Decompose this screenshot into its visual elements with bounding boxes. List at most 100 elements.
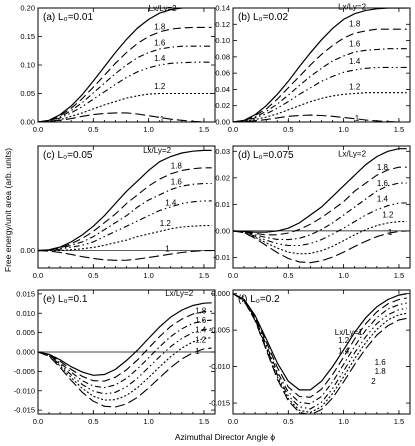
curve-label: 1.4 (195, 326, 207, 335)
y-tick-label: 0.06 (215, 69, 230, 78)
series-line (38, 45, 212, 122)
x-tick-label: 0.5 (88, 271, 98, 280)
y-tick-label: 0.05 (20, 89, 35, 98)
curve-label: Lx/Ly=1 (335, 328, 363, 337)
curve-label: 1.6 (375, 358, 387, 367)
x-tick-label: 0.5 (283, 271, 293, 280)
chart-panel-0: 0.0 0.5 1.0 1.5 0.00 0.05 0.10 0.15 0.20 (a) L₀=0… (20, 4, 216, 134)
series-line (233, 28, 407, 122)
y-tick-label: 0.02 (215, 101, 230, 110)
series-line (233, 148, 407, 233)
curve-label: 1 (388, 228, 393, 237)
panel-label: (c) L₀=0.05 (43, 150, 93, 161)
x-tick-label: 1.0 (338, 417, 348, 426)
series-line (38, 61, 212, 122)
series-line (233, 48, 407, 122)
curve-label: 1.8 (375, 367, 387, 376)
series-line (233, 166, 407, 236)
curve-label: 1.2 (154, 82, 166, 91)
curve-label: 2 (371, 377, 376, 386)
curve-label: 1.4 (349, 57, 361, 66)
plot-frame (232, 289, 411, 415)
curve-label: 1.6 (171, 177, 183, 186)
x-tick-label: 0.0 (228, 271, 238, 280)
series-line (38, 250, 212, 261)
x-tick-label: 0.0 (33, 271, 43, 280)
y-tick-label: 0.08 (215, 52, 230, 61)
x-tick-label: 1.5 (394, 417, 404, 426)
panels-group: 0.0 0.5 1.0 1.5 0.00 0.05 0.10 0.15 0.20 (a) L₀=0… (14, 3, 411, 426)
curve-label: 1.4 (377, 195, 389, 204)
y-tick-label: 0.12 (215, 20, 230, 29)
chart-panel-1: 0.0 0.5 1.0 1.5 0.00 0.02 0.04 0.06 0.08 0.10 0.12… (215, 3, 411, 134)
y-tick-label: 0.01 (215, 200, 230, 209)
series-line (38, 92, 212, 122)
curve-label: 1.6 (154, 39, 166, 48)
series-line (233, 92, 407, 122)
curve-label: 1.4 (165, 198, 177, 207)
chart-panel-5: 0.0 0.5 1.0 1.5 -0.015 -0.010 -0.005 0.000 (f) L… (209, 289, 411, 426)
y-tick-label: 0.015 (16, 289, 35, 298)
x-tick-label: 1.0 (143, 417, 153, 426)
curve-label: 1 (160, 115, 165, 124)
curve-label: Lx/Ly=2 (338, 3, 366, 12)
curve-label: 1.8 (377, 163, 389, 172)
x-tick-label: 0.5 (88, 125, 98, 134)
y-tick-label: 0.00 (20, 118, 35, 127)
series-line (38, 310, 212, 382)
curve-label: 1 (355, 114, 360, 123)
curve-label: Lx/Ly=2 (338, 150, 366, 159)
curve-label: 1.6 (349, 39, 361, 48)
chart-panel-2: 0.0 0.5 1.0 1.5 0.00 (c) L₀=0.05 Lx/Ly=21.8 1.6… (20, 145, 216, 280)
series-line (38, 302, 212, 376)
x-tick-label: 1.0 (143, 125, 153, 134)
series-line (38, 200, 212, 252)
y-tick-label: 0.005 (16, 328, 35, 337)
series-line (38, 347, 212, 408)
series-line (233, 221, 407, 255)
series-line (233, 114, 407, 122)
panel-label: (d) L₀=0.075 (238, 150, 294, 161)
curve-label: 1.2 (195, 335, 207, 344)
y-tick-label: 0.04 (215, 85, 230, 94)
series-line (38, 149, 212, 252)
curve-label: 1 (165, 244, 170, 253)
y-tick-label: 0.10 (215, 36, 230, 45)
curve-label: 1.2 (382, 211, 394, 220)
x-tick-label: 0.5 (88, 417, 98, 426)
y-axis-title: Free energy/unit area (arb. units) (3, 148, 13, 272)
x-tick-label: 0.0 (33, 125, 43, 134)
panel-label: (b) L₀=0.02 (238, 12, 288, 23)
y-tick-label: -0.005 (209, 326, 230, 335)
series-line (233, 202, 407, 247)
series-line (38, 8, 212, 122)
series-line (38, 328, 212, 395)
curve-label: 1.4 (154, 54, 166, 63)
y-tick-label: 0.000 (211, 289, 230, 298)
panel-label: (e) L₀=0.1 (43, 294, 88, 305)
x-axis-title: Azimuthal Director Angle ϕ (175, 432, 275, 442)
x-tick-label: 0.0 (228, 417, 238, 426)
x-tick-label: 1.5 (199, 271, 209, 280)
y-tick-label: 0.15 (20, 32, 35, 41)
x-tick-label: 1.0 (338, 125, 348, 134)
x-tick-label: 1.5 (199, 417, 209, 426)
y-tick-label: -0.015 (209, 399, 230, 408)
y-tick-label: -0.015 (14, 406, 35, 415)
series-line (38, 337, 212, 401)
curve-label: 1.6 (377, 179, 389, 188)
series-line (233, 8, 407, 122)
x-tick-label: 1.0 (338, 271, 348, 280)
curve-label: 1 (195, 347, 200, 356)
curve-label: 1.8 (171, 162, 183, 171)
y-tick-label: -0.010 (14, 386, 35, 395)
curve-label: 1.2 (160, 219, 172, 228)
curve-label: Lx/Ly=2 (165, 289, 193, 298)
y-tick-label: 0.03 (215, 147, 230, 156)
plot-frame (232, 7, 411, 123)
series-line (233, 293, 407, 391)
curve-label: Lx/Ly=2 (149, 4, 177, 13)
series-line (38, 182, 212, 252)
panel-label: (f) L₀=0.2 (238, 294, 280, 305)
